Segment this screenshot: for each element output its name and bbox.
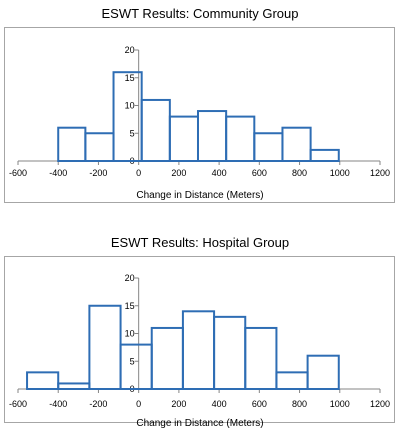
chart-frame-hospital xyxy=(4,256,395,423)
histogram-bar xyxy=(57,382,91,391)
x-tick-label: 600 xyxy=(252,168,267,178)
x-tick-label: 1000 xyxy=(330,168,350,178)
histogram-bar xyxy=(275,371,309,391)
x-tick-label: -200 xyxy=(89,168,107,178)
histogram-bar xyxy=(281,126,312,162)
histogram-bar xyxy=(213,315,247,391)
x-tick-label: 600 xyxy=(252,399,267,409)
x-tick-label: -600 xyxy=(9,168,27,178)
histogram-bar xyxy=(244,326,278,391)
histogram-bar xyxy=(150,326,184,391)
x-tick-label: 800 xyxy=(292,399,307,409)
chart-title-hospital: ESWT Results: Hospital Group xyxy=(110,235,290,250)
x-tick-label: 200 xyxy=(171,399,186,409)
x-tick-label: 1200 xyxy=(370,399,390,409)
y-tick-label: 5 xyxy=(130,128,135,138)
y-tick-label: 15 xyxy=(125,73,135,83)
histogram-bar xyxy=(26,371,60,391)
y-tick-label: 5 xyxy=(130,356,135,366)
x-tick-label: 800 xyxy=(292,168,307,178)
y-tick-label: 10 xyxy=(125,329,135,339)
y-tick-label: 10 xyxy=(125,101,135,111)
histogram-community: -600 -400 -200 0 200 400 600 800 1000 12000510152… xyxy=(9,45,390,201)
y-tick-label: 15 xyxy=(125,301,135,311)
x-axis-label: Change in Distance (Meters) xyxy=(136,190,263,201)
chart-frame-community xyxy=(4,27,395,203)
histogram-bar xyxy=(88,304,122,390)
x-axis-label: Change in Distance (Meters) xyxy=(136,418,263,429)
x-tick-label: 1000 xyxy=(330,399,350,409)
histogram-bar xyxy=(306,354,340,391)
y-tick-label: 20 xyxy=(125,273,135,283)
x-tick-label: 200 xyxy=(171,168,186,178)
histogram-bar xyxy=(119,343,153,391)
x-tick-label: 400 xyxy=(212,168,227,178)
y-tick-label: 20 xyxy=(125,45,135,55)
histogram-bar xyxy=(309,148,340,162)
x-tick-label: -400 xyxy=(49,168,67,178)
x-tick-label: -200 xyxy=(89,399,107,409)
histogram-bar xyxy=(181,310,216,390)
x-tick-label: -600 xyxy=(9,399,27,409)
x-tick-label: -400 xyxy=(49,399,67,409)
x-tick-label: 1200 xyxy=(370,168,390,178)
x-tick-label: 0 xyxy=(136,168,141,178)
chart-title-community: ESWT Results: Community Group xyxy=(101,6,299,21)
x-tick-label: 0 xyxy=(136,399,141,409)
x-tick-label: 400 xyxy=(212,399,227,409)
